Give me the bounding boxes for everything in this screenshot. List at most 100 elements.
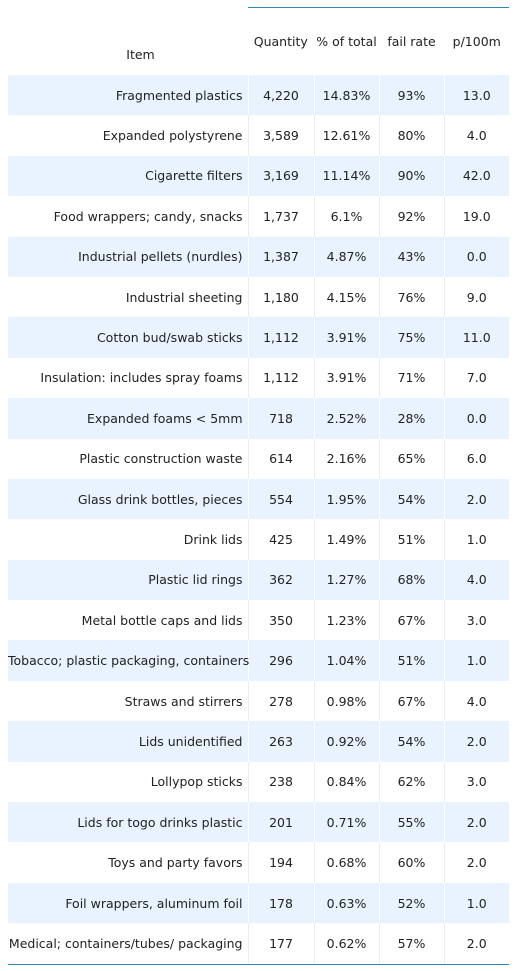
cell-percent-total: 3.91% [313,357,379,399]
cell-item: Lollypop sticks [150,774,243,790]
column-header-per-100m: p/100m [443,7,509,75]
cell-percent-total: 0.98% [313,680,379,722]
cell-item: Glass drink bottles, pieces [8,478,248,520]
cell-quantity: 4,220 [247,75,314,116]
cell-quantity: 1,112 [247,317,314,358]
cell-fail-rate: 67% [378,680,444,722]
cell-fail-rate: 55% [378,802,444,843]
cell-quantity: 1,112 [247,357,314,399]
cell-item: Industrial pellets (nurdles) [8,236,248,277]
table-row: Plastic construction waste 614 2.16% 65% 6.0 [8,438,509,479]
cell-per-100m: 0.0 [443,398,509,439]
cell-percent-total: 0.68% [313,842,379,883]
cell-percent-total: 4.87% [313,236,379,277]
cell-item: Straws and stirrers [124,693,243,709]
cell-fail-rate: 43% [378,236,444,277]
cell-quantity: 614 [247,438,314,479]
cell-percent-total: 2.52% [313,398,379,439]
cell-fail-rate: 28% [378,398,444,439]
cell-per-100m: 4.0 [443,559,509,601]
cell-item: Lids for togo drinks plastic [8,802,248,843]
cell-quantity: 201 [247,802,314,843]
cell-percent-total: 3.91% [313,317,379,358]
table-row: Fragmented plastics 4,220 14.83% 93% 13.0 [8,75,509,116]
cell-per-100m: 9.0 [443,276,509,318]
cell-per-100m: 1.0 [443,519,509,560]
cell-fail-rate: 57% [378,923,444,965]
cell-per-100m: 6.0 [443,438,509,479]
cell-percent-total: 1.95% [313,478,379,520]
cell-quantity: 1,180 [247,276,314,318]
cell-percent-total: 1.49% [313,519,379,560]
cell-quantity: 1,387 [247,236,314,277]
cell-per-100m: 3.0 [443,600,509,641]
cell-fail-rate: 75% [378,317,444,358]
table-row: Lids unidentified 263 0.92% 54% 2.0 [8,721,509,762]
table-body: Fragmented plastics 4,220 14.83% 93% 13.0 Exp… [8,75,509,965]
cell-item: Foil wrappers, aluminum foil [8,882,248,924]
table-row: Medical; containers/tubes/ packaging 177 0… [8,923,509,965]
cell-percent-total: 11.14% [313,155,379,197]
column-header-label: Quantity [253,34,308,49]
cell-fail-rate: 92% [378,196,444,237]
column-header-percent-total: % of total [313,7,379,75]
cell-quantity: 362 [247,559,314,601]
litter-summary-table: Item Quantity % of total fail rate p/100… [8,7,509,965]
table-row: Tobacco; plastic packaging, containers 29… [8,640,509,681]
table-row: Cotton bud/swab sticks 1,112 3.91% 75% 11.0 [8,317,509,358]
cell-per-100m: 2.0 [443,802,509,843]
table-header: Item Quantity % of total fail rate p/100… [8,7,509,75]
table-row: Cigarette filters 3,169 11.14% 90% 42.0 [8,155,509,197]
cell-fail-rate: 65% [378,438,444,479]
cell-fail-rate: 93% [378,75,444,116]
table-row: Straws and stirrers 278 0.98% 67% 4.0 [8,680,509,722]
cell-fail-rate: 90% [378,155,444,197]
cell-per-100m: 2.0 [443,923,509,965]
cell-item: Toys and party favors [108,855,243,871]
cell-item: Lids unidentified [8,721,248,762]
cell-percent-total: 0.92% [313,721,379,762]
cell-fail-rate: 52% [378,882,444,924]
cell-fail-rate: 62% [378,761,444,803]
cell-item: Tobacco; plastic packaging, containers [8,640,249,681]
cell-per-100m: 42.0 [443,155,509,197]
table-row: Expanded polystyrene 3,589 12.61% 80% 4.0 [8,115,509,156]
table-row: Expanded foams < 5mm 718 2.52% 28% 0.0 [8,398,509,439]
cell-item: Insulation: includes spray foams [40,370,243,386]
cell-item: Medical; containers/tubes/ packaging [8,923,248,965]
column-header-label: fail rate [387,34,436,49]
table-row: Industrial pellets (nurdles) 1,387 4.87% 43… [8,236,509,277]
table-row: Insulation: includes spray foams 1,112 3.9… [8,357,509,399]
cell-quantity: 278 [247,680,314,722]
column-header-label: p/100m [452,34,501,49]
cell-quantity: 296 [247,640,314,681]
cell-percent-total: 0.62% [313,923,379,965]
cell-quantity: 178 [247,882,314,924]
cell-item: Food wrappers; candy, snacks [53,208,243,224]
column-header-label: Item [126,47,155,62]
cell-item: Plastic lid rings [8,559,248,601]
cell-item: Cigarette filters [8,155,248,197]
cell-fail-rate: 60% [378,842,444,883]
cell-per-100m: 1.0 [443,882,509,924]
column-header-label: % of total [316,34,377,49]
cell-percent-total: 12.61% [313,115,379,156]
cell-percent-total: 6.1% [313,196,379,237]
cell-per-100m: 1.0 [443,640,509,681]
cell-quantity: 718 [247,398,314,439]
cell-per-100m: 19.0 [443,196,509,237]
cell-quantity: 425 [247,519,314,560]
column-header-fail-rate: fail rate [378,7,444,75]
table-row: Food wrappers; candy, snacks 1,737 6.1% 92%… [8,196,509,237]
cell-per-100m: 11.0 [443,317,509,358]
cell-item: Metal bottle caps and lids [81,612,243,628]
cell-quantity: 263 [247,721,314,762]
table-row: Drink lids 425 1.49% 51% 1.0 [8,519,509,560]
cell-item: Plastic construction waste [79,451,243,467]
table-row: Plastic lid rings 362 1.27% 68% 4.0 [8,559,509,601]
table-row: Lollypop sticks 238 0.84% 62% 3.0 [8,761,509,803]
cell-quantity: 1,737 [247,196,314,237]
cell-per-100m: 4.0 [443,680,509,722]
header-row: Item Quantity % of total fail rate p/100… [8,7,509,75]
cell-per-100m: 13.0 [443,75,509,116]
